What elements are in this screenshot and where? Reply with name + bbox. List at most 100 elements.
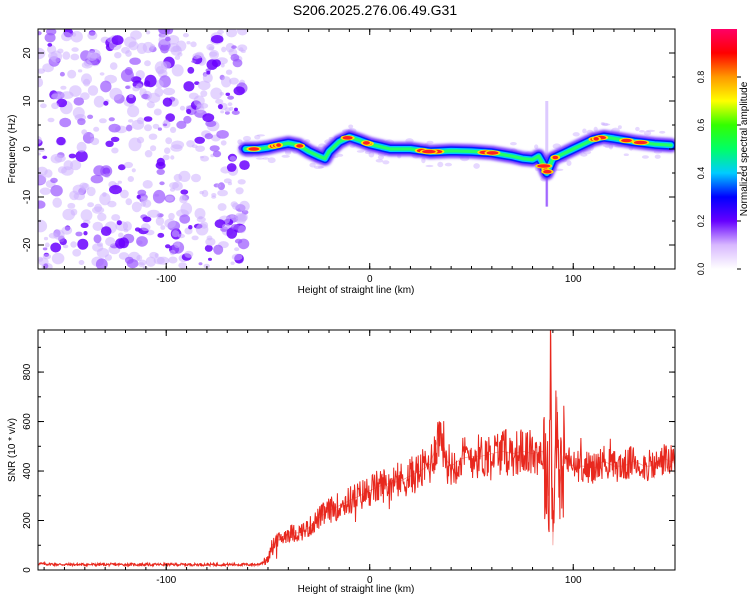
- noise-blob: [239, 160, 250, 171]
- noise-blob: [110, 136, 120, 142]
- ridge-halo-speck: [582, 128, 587, 134]
- noise-blob: [230, 261, 235, 265]
- noise-blob: [83, 231, 88, 236]
- noise-blob: [71, 47, 79, 52]
- noise-blob: [202, 113, 215, 122]
- noise-blob: [44, 169, 53, 178]
- noise-blob: [59, 71, 65, 77]
- noise-blob: [156, 256, 170, 265]
- noise-blob: [70, 30, 83, 43]
- noise-blob: [225, 69, 233, 75]
- noise-blob: [150, 44, 156, 49]
- noise-blob: [237, 179, 246, 185]
- noise-blob: [225, 42, 235, 53]
- noise-blob: [132, 86, 140, 92]
- noise-blob: [182, 33, 189, 38]
- noise-blob: [38, 77, 44, 88]
- ridge-halo-speck: [375, 158, 384, 163]
- ridge-halo-speck: [580, 153, 588, 157]
- noise-blob: [169, 182, 179, 189]
- noise-blob: [200, 90, 208, 97]
- noise-blob: [198, 262, 203, 266]
- noise-blob: [186, 41, 191, 45]
- noise-blob: [212, 150, 222, 158]
- noise-blob: [204, 244, 213, 252]
- noise-blob: [60, 85, 67, 90]
- noise-blob: [234, 247, 240, 252]
- ridge-hotspot: [633, 140, 648, 145]
- noise-blob: [168, 256, 178, 264]
- noise-blob: [208, 257, 212, 261]
- noise-blob: [157, 232, 165, 238]
- ridge-halo-speck: [617, 125, 622, 130]
- ridge-halo-speck: [348, 124, 354, 129]
- noise-blob: [230, 224, 240, 230]
- noise-blob: [155, 216, 165, 226]
- noise-blob: [70, 208, 78, 216]
- noise-blob: [204, 133, 213, 140]
- noise-blob: [42, 247, 48, 251]
- noise-blob: [176, 120, 187, 129]
- y-tick-label: -20: [22, 237, 33, 252]
- ridge-hotspot: [552, 155, 559, 160]
- ridge-halo-speck: [317, 166, 325, 169]
- noise-blob: [50, 50, 63, 63]
- noise-blob: [144, 150, 153, 158]
- noise-blob: [70, 160, 82, 171]
- ridge-halo-speck: [601, 122, 609, 127]
- noise-blob: [210, 35, 224, 44]
- noise-blob: [123, 228, 129, 233]
- noise-blob: [75, 231, 83, 237]
- noise-blob: [116, 220, 122, 226]
- noise-blob: [47, 43, 53, 47]
- noise-blob: [87, 114, 94, 120]
- ridge-hotspot: [543, 169, 552, 174]
- noise-blob: [235, 187, 244, 195]
- signal-ridge: [238, 101, 675, 207]
- noise-blob: [73, 97, 85, 106]
- noise-blob: [142, 180, 153, 189]
- y-tick-label: -10: [22, 189, 33, 204]
- noise-blob: [59, 117, 72, 128]
- noise-blob: [126, 124, 133, 132]
- noise-blob: [184, 250, 194, 258]
- noise-blob: [126, 94, 137, 104]
- x-tick-label: 0: [367, 274, 373, 285]
- noise-blob: [118, 232, 124, 238]
- colorbar-label: Normalized spectral amplitude: [739, 81, 750, 216]
- noise-blob: [77, 118, 86, 126]
- ridge-halo-speck: [635, 126, 640, 132]
- noise-blob: [222, 223, 231, 230]
- noise-blob: [186, 140, 195, 148]
- noise-blob: [87, 48, 101, 59]
- snr-series-detail: [38, 334, 675, 565]
- noise-blob: [51, 93, 62, 100]
- noise-blob: [70, 53, 80, 61]
- noise-blob: [216, 183, 221, 188]
- ridge-halo-speck: [444, 162, 452, 167]
- ridge-halo-speck: [284, 150, 292, 155]
- ridge-halo-speck: [382, 160, 390, 165]
- noise-blob: [125, 198, 133, 206]
- ridge-halo-speck: [313, 165, 324, 169]
- x-tick-label: 100: [565, 575, 582, 586]
- ridge-halo-speck: [554, 168, 564, 171]
- noise-blob: [147, 209, 161, 218]
- noise-blob: [108, 117, 115, 122]
- noise-blob: [158, 34, 171, 46]
- noise-blob: [120, 69, 134, 82]
- noise-blob: [69, 190, 79, 201]
- noise-blob: [233, 86, 245, 96]
- noise-blob: [38, 31, 42, 36]
- noise-blob: [146, 101, 155, 109]
- figure-title: S206.2025.276.06.49.G31: [293, 2, 457, 18]
- spectrogram-x-ticks: -100 0 100: [43, 29, 676, 285]
- y-tick-label: 800: [22, 363, 33, 380]
- noise-blob: [211, 193, 217, 197]
- noise-blob: [209, 145, 220, 152]
- noise-blob: [171, 64, 184, 77]
- noise-blob: [124, 256, 134, 264]
- noise-blobs: [38, 29, 250, 269]
- colorbar: 0.0 0.2 0.4 0.6 0.8 Normalized spectral ampl…: [696, 29, 750, 275]
